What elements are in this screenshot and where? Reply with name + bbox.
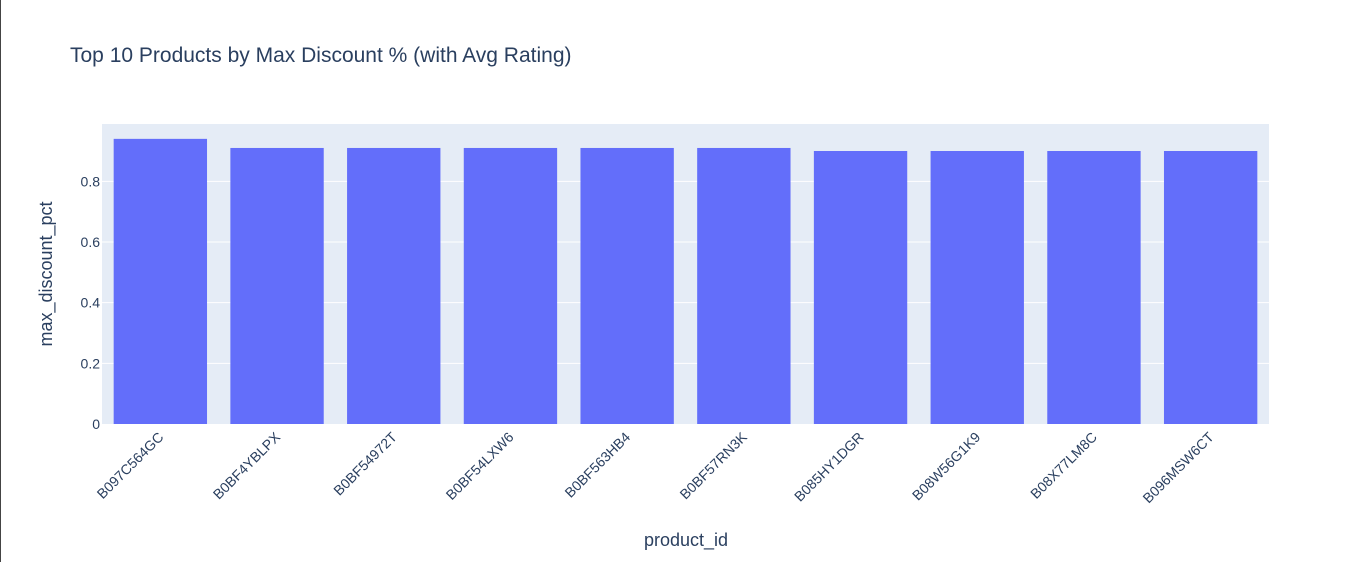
x-tick-label: B0BF57RN3K (676, 428, 750, 502)
x-tick-label: B0BF54972T (330, 428, 400, 498)
bar-b0bf54972t[interactable] (347, 147, 441, 424)
x-tick-label: B0BF4YBLPX (210, 428, 284, 502)
bar-b0bf563hb4[interactable] (580, 147, 674, 424)
bars (113, 138, 1258, 425)
bar-b085hy1dgr[interactable] (813, 150, 908, 425)
x-tick-label: B0BF563HB4 (561, 429, 633, 501)
bar-b097c564gc[interactable] (113, 138, 208, 424)
bar-b0bf4yblpx[interactable] (230, 147, 324, 424)
y-tick-label: 0.4 (81, 295, 101, 311)
y-axis-title: max_discount_pct (36, 201, 57, 346)
bar-b08x77lm8c[interactable] (1047, 150, 1141, 425)
x-tick-label: B08X77LM8C (1027, 429, 1100, 502)
bar-b0bf57rn3k[interactable] (697, 147, 791, 424)
y-axis-ticks: 0 0.2 0.4 0.6 0.8 (81, 173, 101, 432)
y-tick-label: 0.6 (81, 234, 101, 250)
y-tick-label: 0 (92, 416, 100, 432)
x-tick-label: B097C564GC (94, 429, 167, 502)
y-tick-label: 0.8 (81, 173, 101, 189)
bar-b08w56g1k9[interactable] (930, 150, 1024, 425)
chart-title: Top 10 Products by Max Discount % (with … (70, 44, 572, 67)
bar-b096msw6ct[interactable] (1163, 150, 1258, 425)
x-axis-ticks: B097C564GC B0BF4YBLPX B0BF54972T B0BF54LXW6… (94, 428, 1218, 506)
x-tick-label: B096MSW6CT (1139, 428, 1217, 506)
x-tick-label: B0BF54LXW6 (443, 429, 517, 503)
y-tick-label: 0.2 (81, 355, 101, 371)
x-tick-label: B085HY1DGR (791, 429, 867, 505)
bar-b0bf54lxw6[interactable] (463, 147, 558, 424)
x-tick-label: B08W56G1K9 (909, 429, 984, 504)
x-axis-title: product_id (644, 530, 728, 551)
